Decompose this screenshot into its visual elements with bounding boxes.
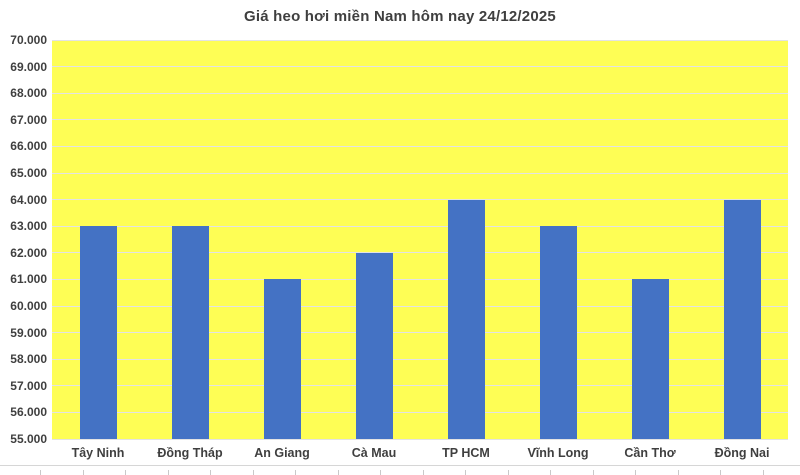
gridline	[52, 438, 788, 440]
plot-area	[52, 39, 788, 440]
gridline	[52, 278, 788, 280]
y-tick-label: 60.000	[10, 299, 47, 313]
worksheet-gridline-stub	[210, 470, 211, 475]
x-axis-label: Đồng Tháp	[157, 446, 223, 460]
gridline	[52, 305, 788, 307]
chart-bar	[723, 199, 761, 439]
chart-bar	[171, 226, 209, 439]
chart-bar	[447, 199, 485, 439]
gridline	[52, 119, 788, 121]
y-tick-label: 66.000	[10, 139, 47, 154]
y-tick-label: 69.000	[10, 59, 47, 74]
gridline	[52, 145, 788, 147]
gridline	[52, 332, 788, 334]
gridline	[52, 252, 788, 254]
worksheet-gridline-stub	[252, 470, 254, 475]
worksheet-gridline-stub	[167, 470, 169, 475]
y-tick-label: 67.000	[10, 112, 47, 127]
x-axis-label: Cần Thơ	[624, 446, 676, 460]
x-axis-label: Đồng Nai	[714, 446, 770, 460]
y-tick-label: 59.000	[10, 325, 47, 340]
y-tick-label: 64.000	[10, 192, 47, 207]
chart-bar	[355, 252, 393, 439]
worksheet-gridline-stub	[125, 470, 126, 475]
worksheet-gridline-stub	[295, 470, 296, 475]
gridline	[52, 225, 788, 227]
x-axis-label: Cà Mau	[351, 446, 397, 460]
x-axis-label: Vĩnh Long	[527, 446, 589, 460]
chart-title: Giá heo hơi miền Nam hôm nay 24/12/2025	[244, 8, 556, 25]
worksheet-gridline-stub	[635, 470, 636, 475]
worksheet-gridline-stub	[422, 470, 424, 475]
chart-bar	[631, 279, 669, 439]
worksheet-gridline-stub	[720, 470, 721, 475]
worksheet-gridline-stub	[550, 470, 551, 475]
chart-bottom-border	[0, 465, 800, 466]
y-tick-label: 68.000	[10, 86, 47, 101]
x-axis-label: Tây Ninh	[71, 446, 125, 460]
worksheet-gridline-stub	[507, 470, 509, 475]
worksheet-gridline-stub	[82, 470, 84, 475]
y-tick-label: 55.000	[10, 432, 47, 446]
worksheet-gridline-stub	[762, 470, 764, 475]
worksheet-gridline-stub	[40, 470, 41, 475]
chart-bar	[79, 226, 117, 439]
y-tick-label: 58.000	[10, 352, 47, 367]
y-tick-label: 57.000	[10, 378, 47, 393]
worksheet-gridline-stub	[337, 470, 339, 475]
gridline	[52, 358, 788, 360]
y-tick-label: 70.000	[10, 33, 47, 47]
y-tick-label: 61.000	[10, 272, 47, 287]
worksheet-gridline-stub	[592, 470, 594, 475]
y-tick-label: 62.000	[10, 245, 47, 260]
gridline	[52, 92, 788, 94]
worksheet-gridline-stub	[380, 470, 381, 475]
y-tick-label: 65.000	[10, 166, 47, 180]
y-tick-label: 63.000	[10, 219, 47, 234]
chart-bar	[539, 226, 577, 439]
x-axis-label: An Giang	[254, 446, 310, 460]
gridline	[52, 172, 788, 174]
gridline	[52, 199, 788, 201]
gridline	[52, 39, 788, 41]
plot-background	[52, 40, 788, 439]
worksheet-gridline-stub	[677, 470, 679, 475]
worksheet-gridline-stub	[465, 470, 466, 475]
x-axis-label: TP HCM	[442, 446, 490, 460]
gridline	[52, 411, 788, 413]
gridline	[52, 385, 788, 387]
y-tick-label: 56.000	[10, 405, 47, 420]
gridline	[52, 66, 788, 68]
chart-bar	[263, 279, 301, 439]
